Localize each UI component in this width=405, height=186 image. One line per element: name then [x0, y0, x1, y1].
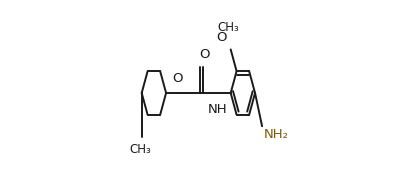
Text: CH₃: CH₃: [129, 143, 150, 156]
Text: O: O: [216, 31, 226, 44]
Text: CH₃: CH₃: [217, 21, 239, 34]
Text: O: O: [172, 72, 182, 85]
Text: NH₂: NH₂: [263, 128, 288, 141]
Text: NH: NH: [207, 103, 226, 116]
Text: O: O: [198, 48, 209, 61]
